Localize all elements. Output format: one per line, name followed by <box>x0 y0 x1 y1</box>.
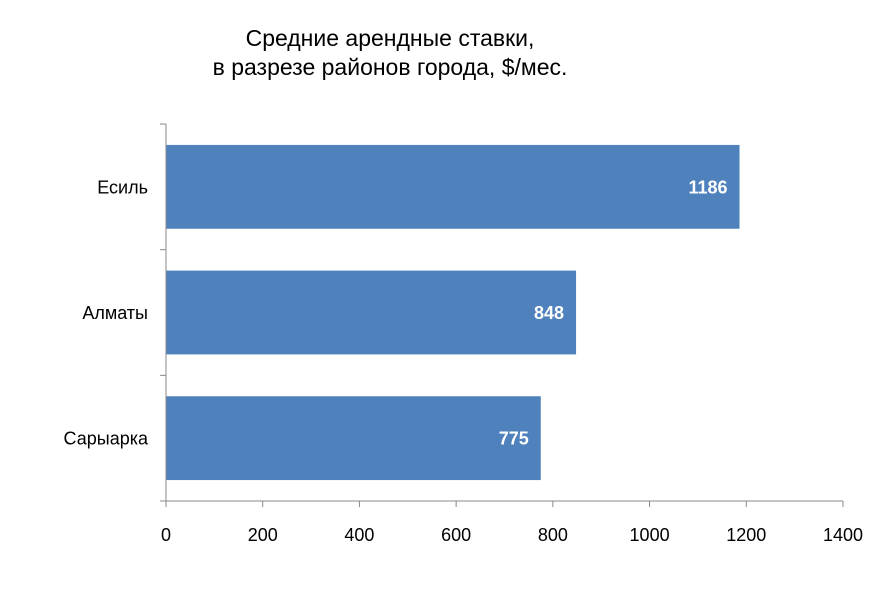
category-label-1: Алматы <box>82 303 148 323</box>
x-tick-label-3: 600 <box>441 525 471 545</box>
x-tick-label-5: 1000 <box>630 525 670 545</box>
x-tick-label-4: 800 <box>538 525 568 545</box>
bar-1 <box>166 271 576 355</box>
bar-2 <box>166 396 541 480</box>
data-label-0: 1186 <box>688 177 727 197</box>
x-tick-label-0: 0 <box>161 525 171 545</box>
x-tick-label-1: 200 <box>248 525 278 545</box>
x-tick-label-6: 1200 <box>726 525 766 545</box>
x-tick-label-7: 1400 <box>823 525 863 545</box>
category-label-2: Сарыарка <box>64 429 149 449</box>
data-label-2: 775 <box>499 429 529 449</box>
data-label-1: 848 <box>534 303 564 323</box>
category-label-0: Есиль <box>97 177 148 197</box>
bar-0 <box>166 145 740 229</box>
x-tick-label-2: 400 <box>344 525 374 545</box>
